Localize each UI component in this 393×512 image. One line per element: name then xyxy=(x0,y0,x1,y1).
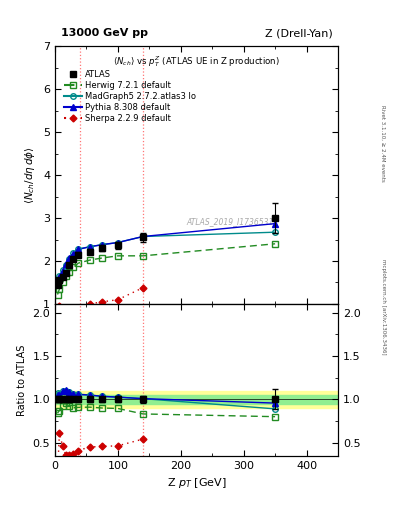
Bar xyxy=(55,391,338,408)
Bar xyxy=(55,395,338,403)
Text: 13000 GeV pp: 13000 GeV pp xyxy=(61,28,148,38)
Legend: ATLAS, Herwig 7.2.1 default, MadGraph5 2.7.2.atlas3 lo, Pythia 8.308 default, Sh: ATLAS, Herwig 7.2.1 default, MadGraph5 2… xyxy=(62,68,198,125)
Text: Z (Drell-Yan): Z (Drell-Yan) xyxy=(264,28,332,38)
Text: mcplots.cern.ch [arXiv:1306.3436]: mcplots.cern.ch [arXiv:1306.3436] xyxy=(381,260,386,355)
Text: Rivet 3.1.10, ≥ 2.4M events: Rivet 3.1.10, ≥ 2.4M events xyxy=(381,105,386,182)
X-axis label: Z $p_T$ [GeV]: Z $p_T$ [GeV] xyxy=(167,476,226,490)
Y-axis label: Ratio to ATLAS: Ratio to ATLAS xyxy=(17,344,27,416)
Y-axis label: $\langle N_{ch}/d\eta\, d\phi\rangle$: $\langle N_{ch}/d\eta\, d\phi\rangle$ xyxy=(24,146,37,204)
Text: $\langle N_{ch}\rangle$ vs $p_T^Z$ (ATLAS UE in Z production): $\langle N_{ch}\rangle$ vs $p_T^Z$ (ATLA… xyxy=(113,54,280,69)
Text: ATLAS_2019_I1736531: ATLAS_2019_I1736531 xyxy=(187,217,274,226)
